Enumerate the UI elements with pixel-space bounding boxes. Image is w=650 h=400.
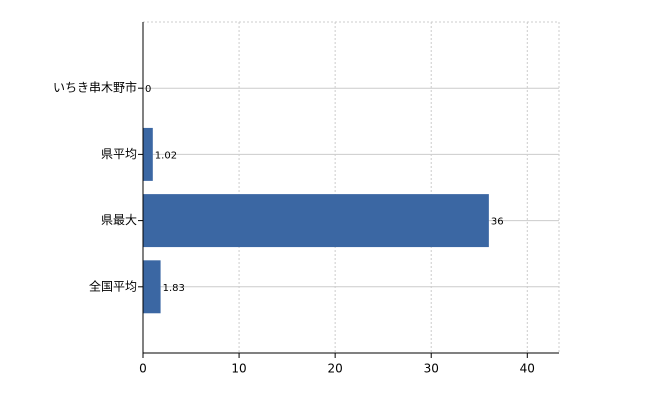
x-tick-label: 40 bbox=[520, 362, 535, 376]
value-label: 1.02 bbox=[155, 150, 177, 161]
y-tick-label: いちき串木野市 bbox=[53, 80, 137, 95]
x-tick-label: 0 bbox=[139, 362, 147, 376]
y-tick-label: 県平均 bbox=[101, 147, 137, 161]
y-tick-label: 全国平均 bbox=[89, 278, 137, 293]
value-label: 36 bbox=[491, 217, 504, 228]
bar bbox=[143, 194, 489, 248]
value-label: 1.83 bbox=[163, 283, 185, 294]
bar bbox=[143, 127, 153, 181]
bar bbox=[143, 260, 161, 314]
x-tick-label: 20 bbox=[328, 362, 343, 376]
x-tick-label: 10 bbox=[231, 362, 246, 376]
value-label: 0 bbox=[145, 84, 151, 95]
y-tick-label: 県最大 bbox=[101, 213, 137, 227]
x-tick-label: 30 bbox=[424, 362, 439, 376]
